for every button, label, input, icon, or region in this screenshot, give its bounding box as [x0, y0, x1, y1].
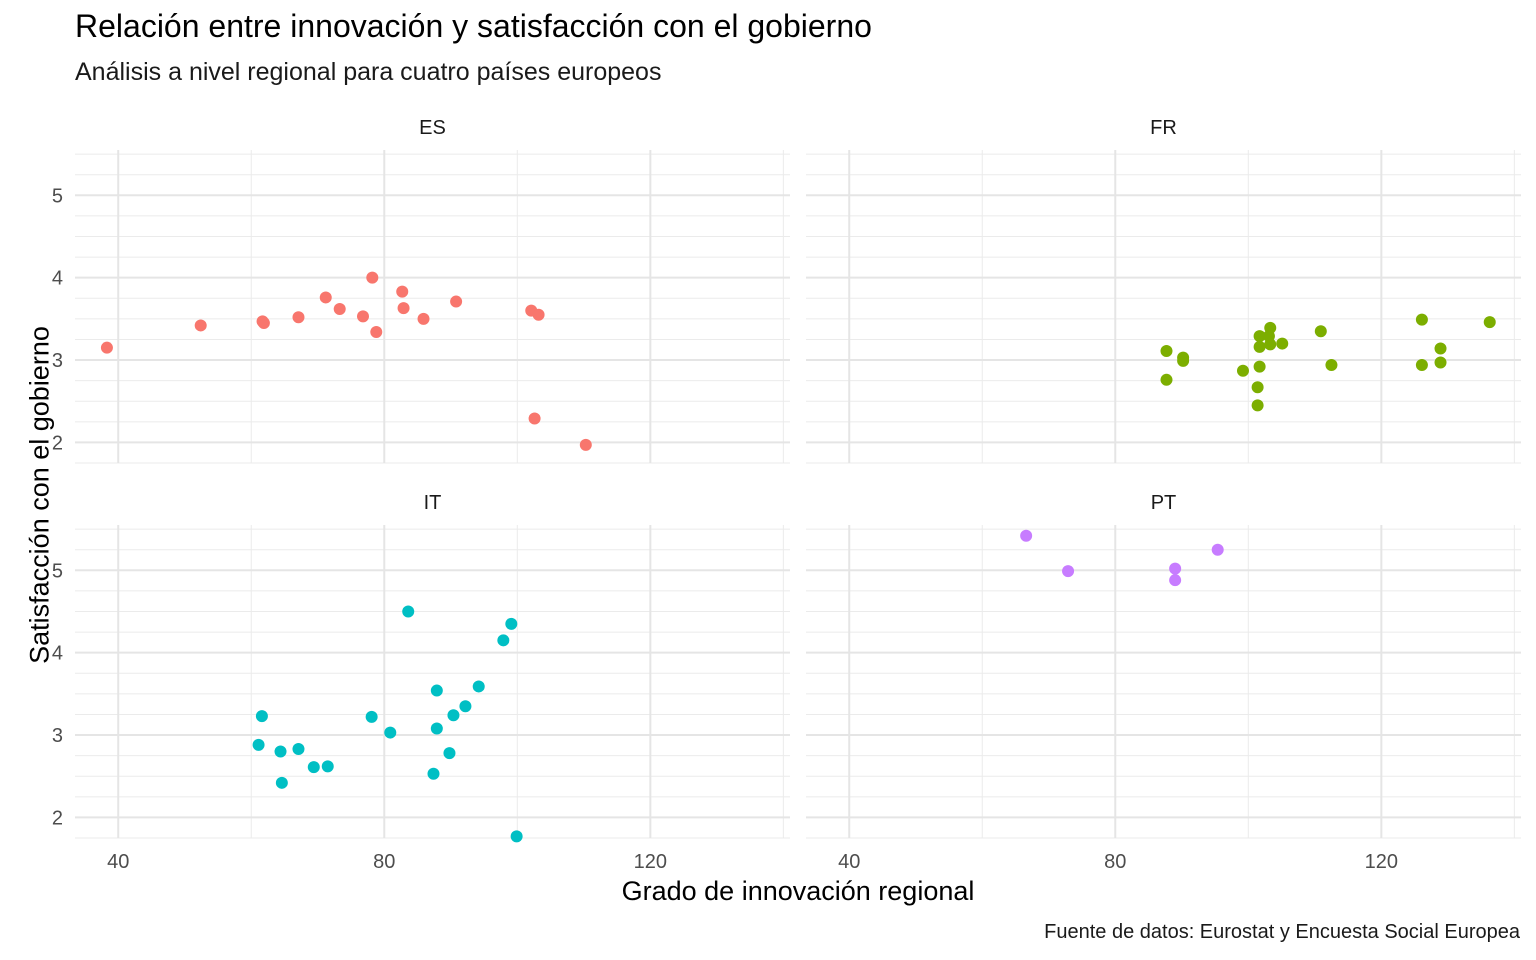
- data-point-fr: [1251, 399, 1264, 412]
- data-point-es: [450, 295, 463, 308]
- data-point-fr: [1483, 316, 1496, 329]
- data-point-es: [528, 412, 541, 425]
- x-tick-label: 80: [373, 851, 395, 873]
- data-point-pt: [1062, 565, 1075, 578]
- data-point-es: [397, 302, 410, 315]
- data-point-pt: [1169, 574, 1182, 587]
- data-point-pt: [1020, 529, 1033, 542]
- data-point-es: [257, 316, 270, 329]
- data-point-es: [319, 291, 332, 304]
- facet-strip-label-it: IT: [424, 492, 442, 514]
- data-point-pt: [1211, 543, 1224, 556]
- data-point-es: [194, 319, 207, 332]
- y-tick-label: 3: [52, 350, 63, 372]
- data-point-it: [275, 776, 288, 789]
- data-point-fr: [1160, 344, 1173, 357]
- data-point-it: [443, 747, 456, 760]
- y-tick-label: 2: [52, 807, 63, 829]
- data-point-fr: [1253, 340, 1266, 353]
- data-point-it: [497, 634, 510, 647]
- chart-caption: Fuente de datos: Eurostat y Encuesta Soc…: [1044, 921, 1520, 943]
- data-point-es: [396, 285, 409, 298]
- data-point-fr: [1415, 358, 1428, 371]
- data-point-pt: [1169, 562, 1182, 575]
- data-point-it: [510, 830, 523, 843]
- x-tick-label: 40: [838, 851, 860, 873]
- data-point-es: [333, 302, 346, 315]
- data-point-it: [430, 684, 443, 697]
- data-point-it: [472, 680, 485, 693]
- x-axis-title: Grado de innovación regional: [621, 876, 975, 906]
- data-point-fr: [1314, 325, 1327, 338]
- y-tick-label: 5: [52, 560, 63, 582]
- data-point-fr: [1434, 342, 1447, 355]
- data-point-fr: [1325, 358, 1338, 371]
- y-tick-label: 2: [52, 432, 63, 454]
- data-point-it: [430, 722, 443, 735]
- x-tick-label: 80: [1104, 851, 1126, 873]
- data-point-it: [402, 605, 415, 618]
- data-point-es: [532, 308, 545, 321]
- y-tick-label: 3: [52, 725, 63, 747]
- data-point-es: [292, 311, 305, 324]
- data-point-fr: [1253, 360, 1266, 373]
- facet-strip-label-es: ES: [419, 117, 446, 139]
- y-tick-label: 4: [52, 268, 63, 290]
- data-point-it: [255, 710, 268, 723]
- data-point-it: [274, 745, 287, 758]
- data-point-fr: [1251, 381, 1264, 394]
- facet-strip-label-fr: FR: [1150, 117, 1177, 139]
- data-point-it: [292, 743, 305, 756]
- data-point-fr: [1177, 354, 1190, 367]
- y-tick-label: 5: [52, 185, 63, 207]
- y-axis-title: Satisfacción con el gobierno: [24, 326, 55, 664]
- chart-title: Relación entre innovación y satisfacción…: [75, 8, 872, 44]
- facet-strip-label-pt: PT: [1151, 492, 1177, 514]
- data-point-es: [366, 271, 379, 284]
- data-point-it: [384, 726, 397, 739]
- data-point-it: [427, 767, 440, 780]
- data-point-it: [321, 760, 334, 773]
- data-point-it: [252, 738, 265, 751]
- data-point-it: [307, 761, 320, 774]
- data-point-fr: [1264, 338, 1277, 351]
- data-point-fr: [1434, 356, 1447, 369]
- data-point-fr: [1160, 373, 1173, 386]
- x-tick-label: 120: [1365, 851, 1398, 873]
- data-point-es: [100, 341, 113, 354]
- data-point-it: [505, 617, 518, 630]
- data-point-it: [447, 709, 460, 722]
- data-point-fr: [1253, 330, 1266, 343]
- data-point-it: [365, 710, 378, 723]
- data-point-fr: [1276, 337, 1289, 350]
- data-point-fr: [1236, 364, 1249, 377]
- x-tick-label: 40: [107, 851, 129, 873]
- data-point-es: [579, 438, 592, 451]
- chart-subtitle: Análisis a nivel regional para cuatro pa…: [75, 58, 662, 86]
- y-tick-label: 4: [52, 643, 63, 665]
- data-point-es: [370, 326, 383, 339]
- data-point-fr: [1415, 313, 1428, 326]
- data-point-es: [356, 310, 369, 323]
- data-point-it: [459, 700, 472, 713]
- x-tick-label: 120: [634, 851, 667, 873]
- data-point-es: [417, 312, 430, 325]
